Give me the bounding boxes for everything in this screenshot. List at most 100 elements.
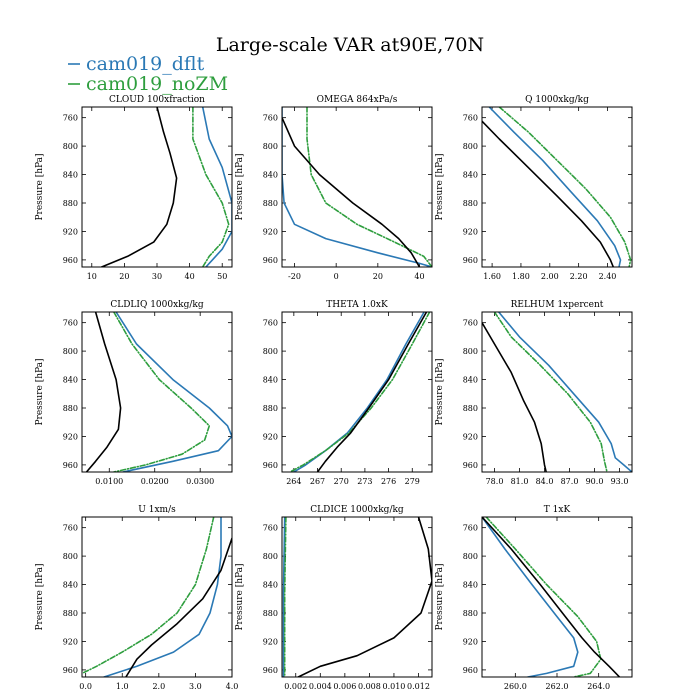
series-line-black (482, 321, 547, 472)
y-tick-label: 840 (63, 581, 78, 590)
series-line-black (282, 116, 421, 267)
y-axis-label: Pressure [hPa] (35, 563, 45, 630)
x-tick-label: 262.0 (546, 682, 569, 691)
series-line-nozm (192, 107, 230, 267)
x-tick-label: 93.0 (611, 477, 629, 486)
y-tick-label: 960 (463, 256, 478, 265)
x-tick-label: 2.20 (570, 272, 588, 281)
series-line-nozm (498, 107, 632, 267)
plot-frame (281, 106, 433, 268)
series-line-dflt (282, 107, 432, 267)
y-axis-label: Pressure [hPa] (435, 563, 445, 630)
series-line-dflt (488, 107, 622, 267)
x-tick-label: 0.002 (284, 682, 307, 691)
x-tick-label: 2.40 (599, 272, 617, 281)
x-tick-label: 0.004 (309, 682, 332, 691)
series-line-nozm (485, 517, 602, 677)
plot-frame (81, 311, 233, 473)
y-tick-label: 840 (263, 581, 278, 590)
series-line-black (85, 312, 122, 472)
y-tick-label: 800 (63, 552, 78, 561)
y-tick-label: 760 (263, 524, 278, 533)
series-line-dflt (103, 517, 222, 677)
x-tick-label: 0 (334, 272, 339, 281)
y-tick-label: 880 (63, 404, 78, 413)
x-tick-label: 0.010 (382, 682, 405, 691)
x-tick-label: 1.80 (512, 272, 530, 281)
y-tick-label: 880 (63, 609, 78, 618)
plot-frame (81, 106, 233, 268)
series-line-nozm (493, 312, 608, 472)
x-tick-label: 4.0 (226, 682, 239, 691)
plot-frame (481, 516, 633, 678)
panel-title: T 1xK (544, 505, 571, 515)
chart-panel: U 1xm/s Pressure [hPa] 760 800 840 880 920 9600… (35, 505, 238, 691)
y-tick-label: 920 (463, 227, 478, 236)
y-tick-label: 960 (263, 256, 278, 265)
y-tick-label: 920 (263, 227, 278, 236)
y-tick-label: 800 (463, 142, 478, 151)
x-tick-label: 1.0 (116, 682, 129, 691)
y-tick-label: 840 (63, 376, 78, 385)
x-tick-label: 0.0300 (186, 477, 214, 486)
series-line-black (482, 120, 615, 267)
y-axis-label: Pressure [hPa] (235, 563, 245, 630)
y-axis-label: Pressure [hPa] (435, 153, 445, 220)
x-tick-label: 40 (185, 272, 195, 281)
plot-frame (81, 516, 233, 678)
y-tick-label: 880 (263, 404, 278, 413)
y-tick-label: 760 (463, 114, 478, 123)
series-line-nozm (289, 312, 431, 472)
series-line-dflt (497, 312, 632, 472)
x-tick-label: 267 (310, 477, 325, 486)
x-tick-label: 81.0 (511, 477, 529, 486)
y-axis-label: Pressure [hPa] (435, 358, 445, 425)
y-tick-label: 920 (463, 637, 478, 646)
panel-title: THETA 1.0xK (326, 300, 388, 310)
figure-title: Large-scale VAR at90E,70N (216, 34, 484, 56)
y-tick-label: 960 (63, 666, 78, 675)
panel-title: OMEGA 864xPa/s (317, 95, 398, 105)
legend-label-dflt: cam019_dflt (86, 53, 205, 75)
series-line-dflt (482, 517, 579, 677)
x-tick-label: -20 (288, 272, 301, 281)
chart-panel: Q 1000xkg/kg Pressure [hPa] 760 800 840 880 92… (435, 95, 633, 281)
y-tick-label: 960 (63, 461, 78, 470)
plot-frame (481, 311, 633, 473)
y-tick-label: 800 (263, 142, 278, 151)
x-tick-label: 30 (152, 272, 162, 281)
panel-title: U 1xm/s (138, 505, 176, 515)
x-tick-label: 260.0 (504, 682, 527, 691)
y-tick-label: 840 (263, 376, 278, 385)
y-tick-label: 800 (63, 347, 78, 356)
x-tick-label: 0.0 (79, 682, 92, 691)
y-tick-label: 960 (463, 666, 478, 675)
x-tick-label: 2.0 (152, 682, 165, 691)
y-tick-label: 840 (463, 376, 478, 385)
legend: cam019_dflt cam019_noZM (68, 53, 228, 95)
x-tick-label: 264.0 (587, 682, 610, 691)
series-line-nozm (283, 517, 287, 677)
y-tick-label: 920 (463, 432, 478, 441)
chart-panel: T 1xK Pressure [hPa] 760 800 840 880 920 960 260… (435, 505, 633, 691)
x-tick-label: 264 (286, 477, 301, 486)
series-line-black (297, 517, 432, 677)
x-tick-label: 20 (119, 272, 129, 281)
y-tick-label: 960 (263, 461, 278, 470)
x-tick-label: 279 (405, 477, 420, 486)
panel-title: CLDICE 1000xkg/kg (310, 505, 404, 515)
chart-panel: THETA 1.0xK 760 800 840 880 920 960 264 267 270 27… (263, 300, 433, 486)
y-tick-label: 760 (63, 524, 78, 533)
series-line-nozm (306, 107, 432, 267)
x-tick-label: 50 (217, 272, 227, 281)
series-line-black (482, 517, 621, 677)
x-tick-label: 78.0 (486, 477, 504, 486)
y-tick-label: 760 (63, 114, 78, 123)
x-tick-label: 276 (381, 477, 396, 486)
y-tick-label: 880 (463, 609, 478, 618)
y-tick-label: 800 (463, 552, 478, 561)
series-line-nozm (82, 517, 215, 675)
y-tick-label: 960 (463, 461, 478, 470)
chart-panel: CLDICE 1000xkg/kg Pressure [hPa] 760 800 840… (235, 505, 433, 691)
y-tick-label: 960 (63, 256, 78, 265)
